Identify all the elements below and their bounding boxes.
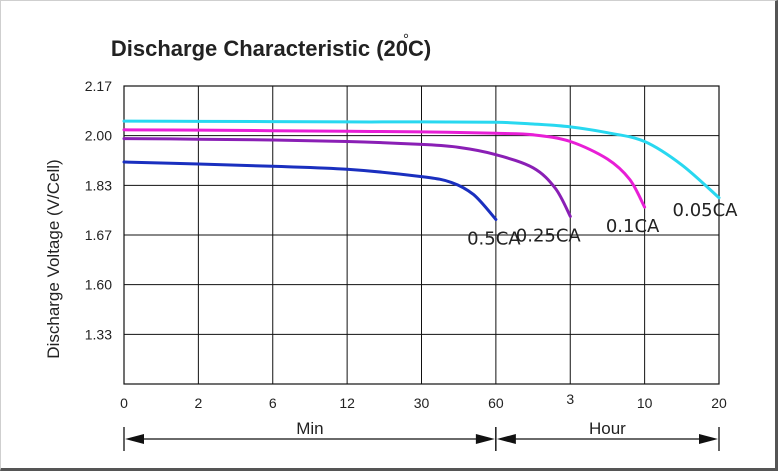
x-tick-label: 2: [194, 395, 202, 411]
series-line-01ca: [122, 128, 647, 209]
x-range-arrows: Min Hour: [123, 419, 720, 451]
x-tick-label: 12: [339, 395, 355, 411]
range-label-min: Min: [296, 419, 323, 438]
series-line-05ca: [122, 160, 498, 221]
range-arrowhead-left: [496, 434, 516, 444]
grid: [123, 85, 720, 385]
x-tick-label: 10: [637, 395, 653, 411]
y-tick-label: 1.67: [85, 227, 112, 243]
y-tick-label: 1.60: [85, 277, 112, 293]
series-line-025ca: [122, 137, 572, 218]
range-arrowhead-right: [475, 434, 495, 444]
chart-title: Discharge Characteristic (20: [111, 36, 408, 61]
y-tick-label: 2.00: [85, 128, 112, 144]
y-tick-label: 1.33: [85, 326, 112, 342]
x-tick-label: 0: [120, 395, 128, 411]
x-tick-label: 3: [566, 391, 574, 407]
series-label: 0.1CA: [606, 216, 660, 237]
range-arrowhead-right: [699, 434, 718, 444]
series-label: 0.05CA: [673, 200, 739, 221]
x-tick-label: 20: [711, 395, 727, 411]
range-label-hour: Hour: [589, 419, 626, 438]
x-tick-label: 60: [488, 395, 504, 411]
series-label: 0.5CA: [467, 228, 521, 249]
x-tick-label: 6: [269, 395, 277, 411]
x-tick-labels: 0 2 6 12 30 60 3 10 20: [120, 391, 727, 411]
y-tick-label: 1.83: [85, 177, 112, 193]
x-tick-label: 30: [414, 395, 430, 411]
title-degree-mark: °: [403, 31, 409, 48]
y-tick-label: 2.17: [85, 78, 112, 94]
chart-title-tail: C): [408, 36, 431, 61]
y-tick-labels: 2.17 2.00 1.83 1.67 1.60 1.33: [85, 78, 112, 342]
y-axis-label: Discharge Voltage (V/Cell): [44, 159, 63, 358]
range-arrowhead-left: [125, 434, 144, 444]
series-label: 0.25CA: [516, 225, 582, 246]
series-curves: [122, 119, 721, 221]
series-line-005ca: [122, 119, 721, 200]
